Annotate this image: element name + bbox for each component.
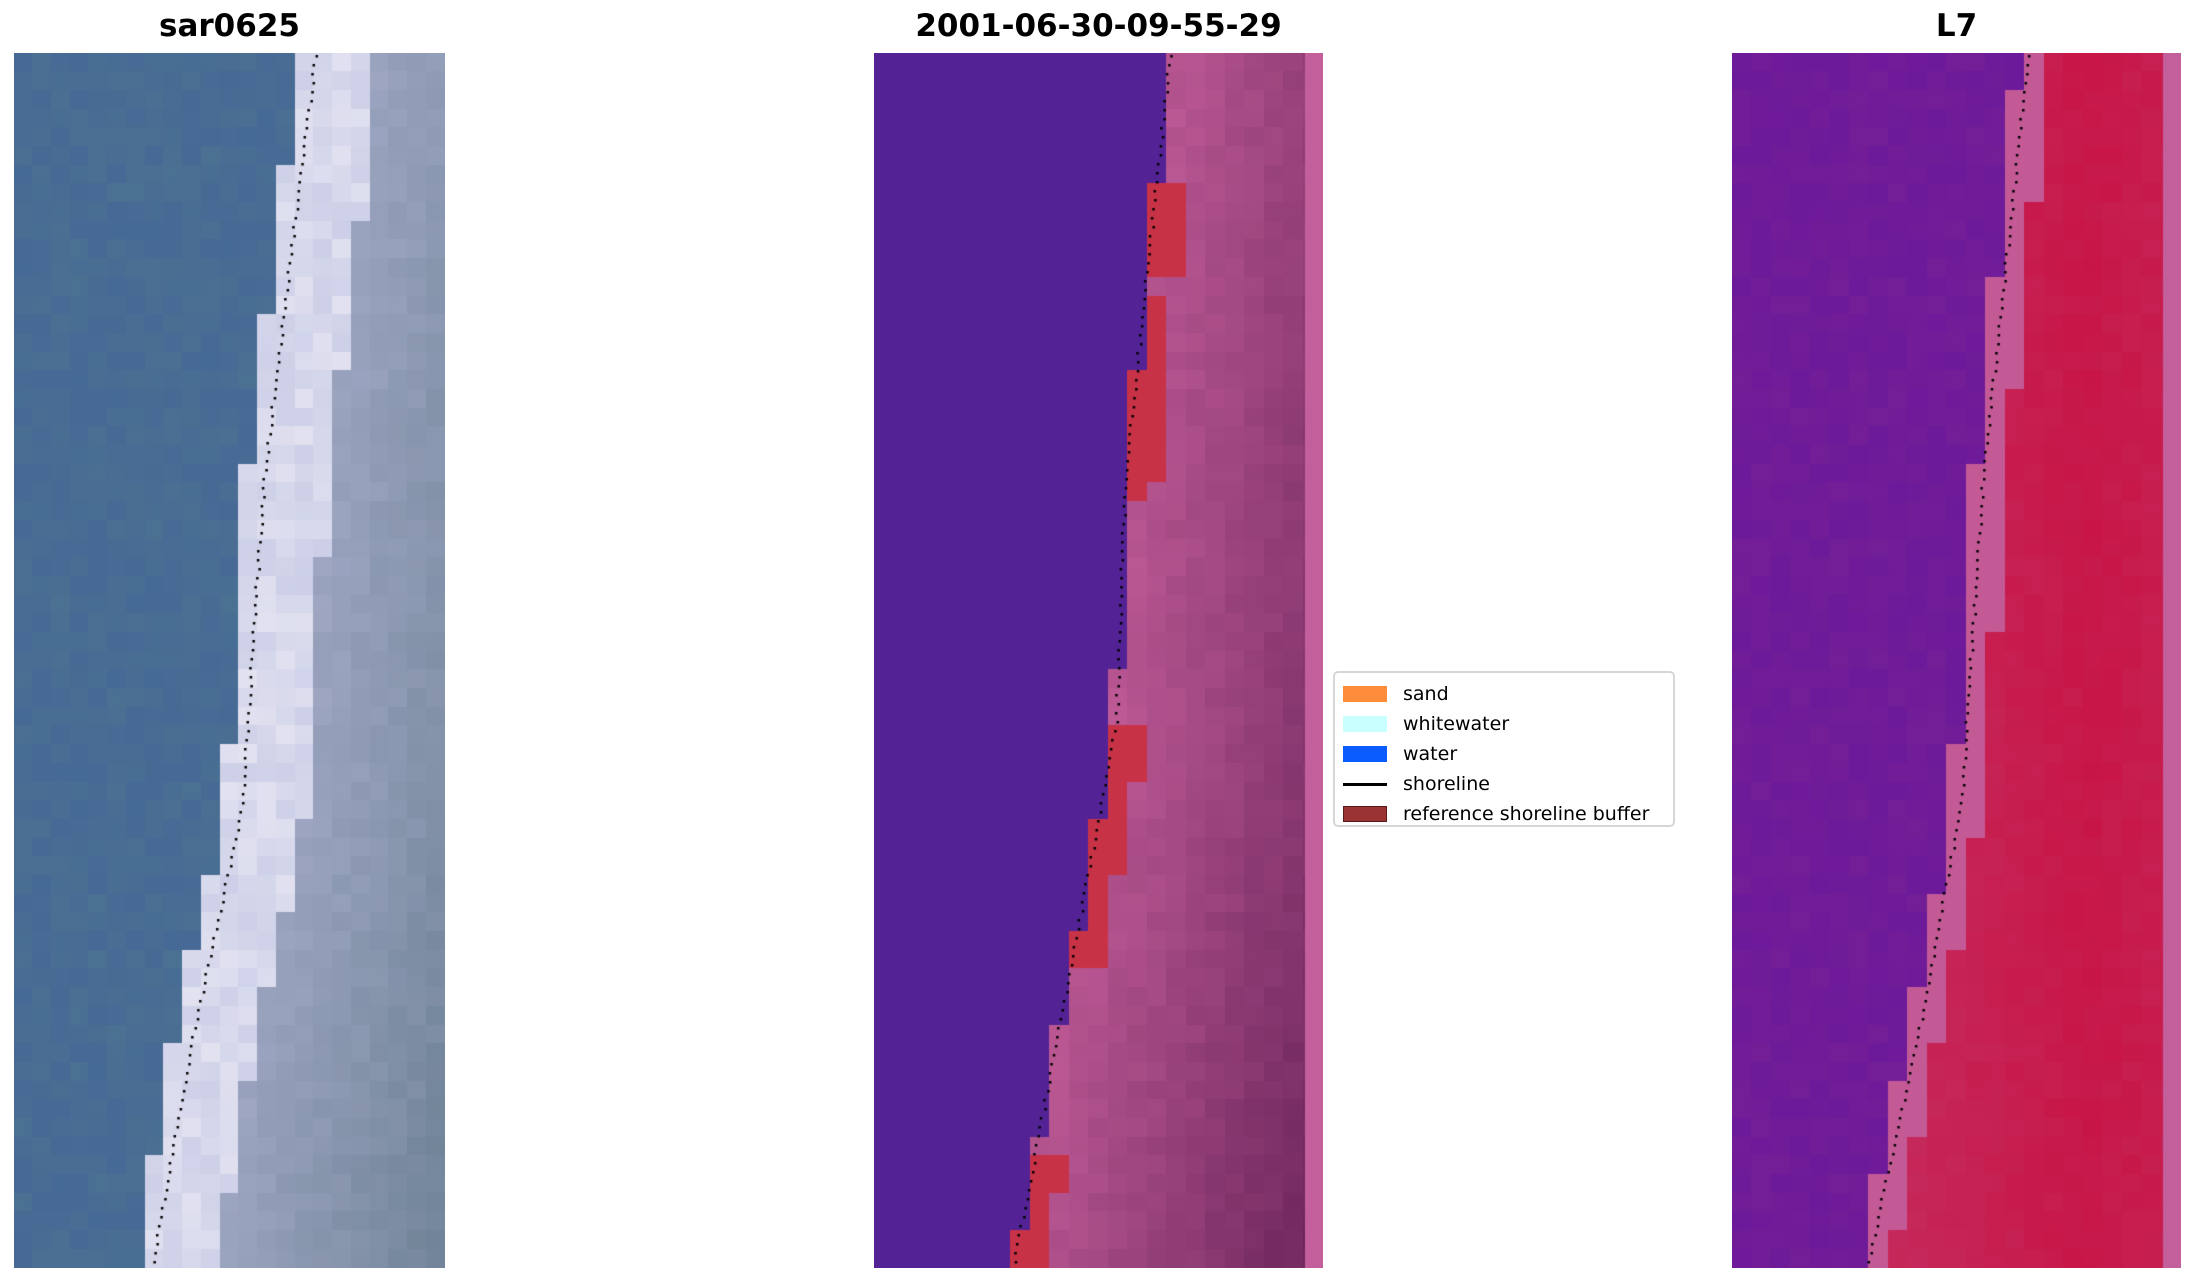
- water-swatch: [1343, 746, 1387, 762]
- buffer-swatch: [1343, 806, 1387, 822]
- legend-item-sand: sand: [1343, 679, 1665, 709]
- shoreline-line-swatch: [1343, 782, 1387, 786]
- sand-swatch: [1343, 686, 1387, 702]
- legend-item-shoreline: shoreline: [1343, 769, 1665, 799]
- panel-title-rgb: sar0625: [159, 8, 300, 44]
- legend-item-water: water: [1343, 739, 1665, 769]
- legend-label: whitewater: [1403, 713, 1510, 735]
- panel-title-classified: 2001-06-30-09-55-29: [915, 8, 1282, 44]
- panel-title-index: L7: [1935, 8, 1978, 44]
- classified-image-panel: [874, 53, 1323, 1268]
- legend-item-buffer: reference shoreline buffer: [1343, 799, 1665, 829]
- rgb-image-panel: [14, 53, 445, 1268]
- legend-label: water: [1403, 743, 1458, 765]
- legend-item-whitewater: whitewater: [1343, 709, 1665, 739]
- legend-label: shoreline: [1403, 773, 1490, 795]
- index-image-panel: [1732, 53, 2181, 1268]
- whitewater-swatch: [1343, 716, 1387, 732]
- legend: sand whitewater water shoreline referenc…: [1333, 671, 1675, 827]
- legend-label: sand: [1403, 683, 1449, 705]
- legend-label: reference shoreline buffer: [1403, 803, 1650, 825]
